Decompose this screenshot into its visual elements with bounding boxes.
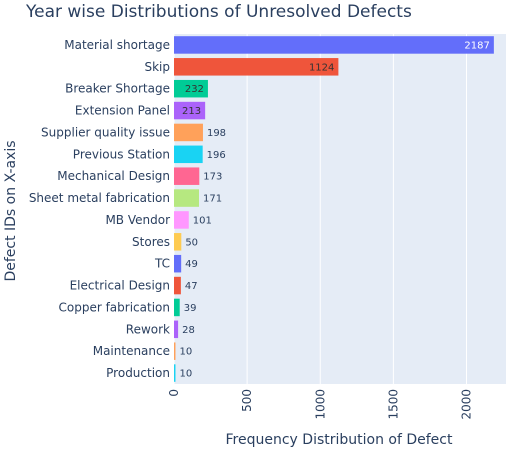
bar <box>174 189 200 207</box>
bar <box>174 145 203 164</box>
category-label: MB Vendor <box>105 213 170 227</box>
bar <box>174 364 176 382</box>
data-label: 49 <box>185 259 198 270</box>
data-label: 101 <box>193 215 212 226</box>
y-axis-title: Defect IDs on X-axis <box>3 140 19 281</box>
x-tick-label: 0 <box>167 389 181 397</box>
category-label: Production <box>106 366 170 380</box>
data-label: 47 <box>185 281 198 292</box>
bar <box>174 123 203 142</box>
bar <box>174 36 494 54</box>
category-label: Previous Station <box>73 147 170 161</box>
x-axis-title: Frequency Distribution of Defect <box>226 432 453 448</box>
x-tick-label: 500 <box>240 389 254 412</box>
category-label: Electrical Design <box>70 279 170 293</box>
category-label: Rework <box>126 322 170 336</box>
category-labels: Material shortage Skip Breaker Shortage Ext… <box>29 38 170 380</box>
data-label: 10 <box>179 369 192 380</box>
category-label: Supplier quality issue <box>41 125 170 139</box>
data-label: 171 <box>203 194 222 205</box>
bar <box>174 79 208 98</box>
category-label: TC <box>154 257 170 271</box>
x-tick-label: 2000 <box>460 389 474 420</box>
data-label: 198 <box>207 128 226 139</box>
bar <box>174 58 339 76</box>
x-tick-label: 1000 <box>313 389 327 420</box>
bar <box>174 167 200 185</box>
category-label: Extension Panel <box>75 104 170 118</box>
data-label: 50 <box>185 237 198 248</box>
category-label: Copper fabrication <box>59 300 171 314</box>
category-label: Material shortage <box>64 38 170 52</box>
data-label: 2187 <box>464 40 489 51</box>
category-label: Maintenance <box>93 344 170 358</box>
plot-background <box>174 34 506 384</box>
category-label: Breaker Shortage <box>65 82 170 96</box>
bar <box>174 320 179 339</box>
data-label: 10 <box>179 347 192 358</box>
data-label: 213 <box>182 106 201 117</box>
bar <box>174 276 181 295</box>
bar <box>174 298 180 317</box>
data-label: 173 <box>203 172 222 183</box>
category-label: Sheet metal fabrication <box>29 191 170 205</box>
data-label: 232 <box>185 84 204 95</box>
x-tick-label: 1500 <box>386 389 400 420</box>
data-label: 39 <box>184 303 197 314</box>
category-label: Mechanical Design <box>57 169 170 183</box>
category-label: Stores <box>132 235 170 249</box>
data-label: 1124 <box>309 62 334 73</box>
bar <box>174 101 206 120</box>
chart-title: Year wise Distributions of Unresolved De… <box>26 2 412 22</box>
category-label: Skip <box>144 60 170 74</box>
data-label: 28 <box>182 325 195 336</box>
bar <box>174 211 189 229</box>
bar <box>174 342 176 360</box>
bar <box>174 254 182 273</box>
bars: 2187 1124 232 213 198 196 173 171 101 50 49 47 39 28 1… <box>174 36 494 382</box>
x-tick-labels: 0 500 1000 1500 2000 <box>167 389 474 420</box>
bar <box>174 233 182 251</box>
data-label: 196 <box>207 150 226 161</box>
